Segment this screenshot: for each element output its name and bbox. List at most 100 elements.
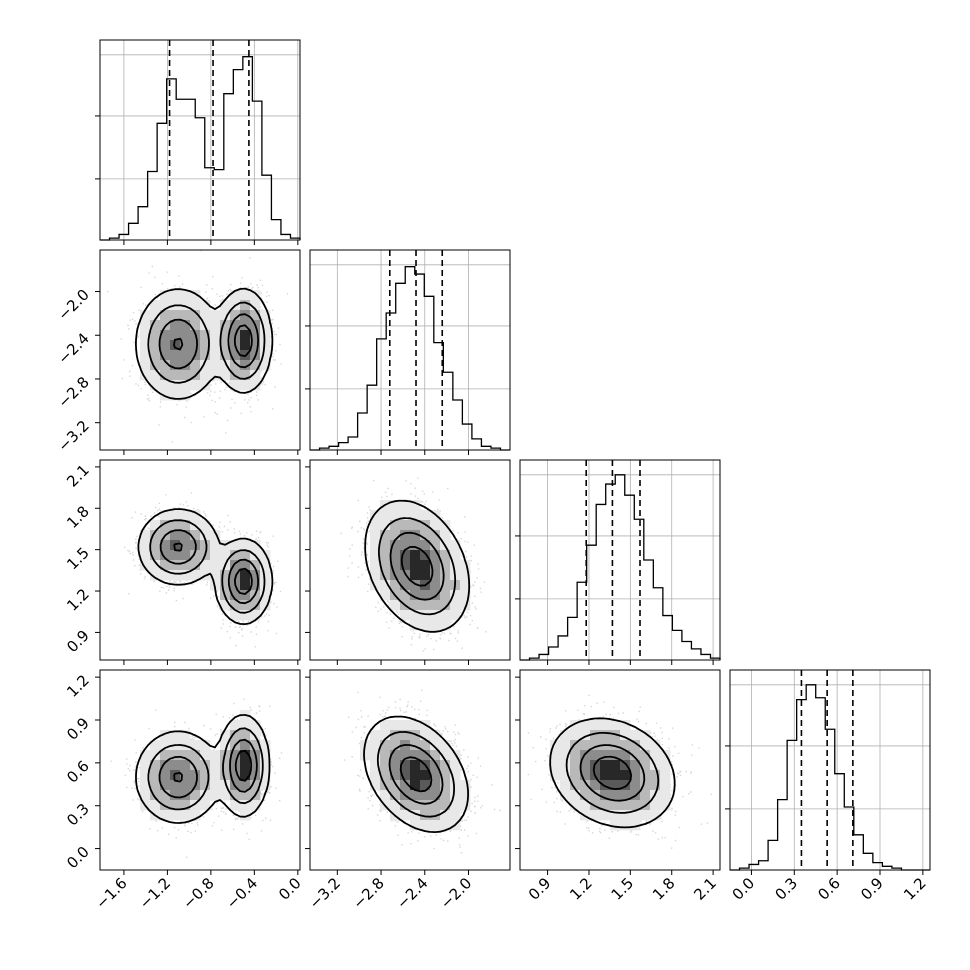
density-cell: [430, 600, 441, 611]
density-cell: [610, 750, 621, 761]
density-cell: [170, 550, 181, 561]
x-tick-label: 0.0: [729, 874, 759, 904]
density-cell: [390, 520, 401, 531]
density-cell: [400, 800, 411, 811]
density-cell: [200, 790, 211, 801]
density-cell: [440, 590, 451, 601]
density-cell: [610, 820, 621, 831]
density-cell: [440, 810, 451, 821]
density-cell: [250, 300, 261, 311]
density-cell: [420, 740, 431, 751]
density-cell: [570, 760, 581, 771]
density-cell: [420, 750, 431, 761]
contour-level-4: [173, 749, 253, 783]
density-cell: [200, 530, 211, 541]
density-cell: [560, 750, 571, 761]
hist-panel-1: [95, 39, 301, 245]
density-cell: [430, 750, 441, 761]
density-cell: [420, 570, 431, 581]
density-cell: [590, 720, 601, 731]
density-cell: [400, 720, 411, 731]
density-cell: [560, 780, 571, 791]
density-cell: [420, 560, 431, 571]
density-cell: [230, 800, 241, 811]
density-cell: [560, 770, 571, 781]
density-cell: [210, 340, 221, 351]
density-cell: [410, 580, 421, 591]
density-cell: [620, 780, 631, 791]
density-cell: [600, 810, 611, 821]
density-cell: [390, 790, 401, 801]
density-cell: [150, 300, 161, 311]
density-cell: [570, 780, 581, 791]
density-cell: [420, 620, 431, 631]
density-cell: [570, 800, 581, 811]
density-cell: [200, 300, 211, 311]
density-cell: [440, 820, 451, 831]
scatter-panel-3-2: [305, 459, 511, 665]
density-cell: [620, 720, 631, 731]
contour-level-2: [149, 519, 266, 614]
density-cell: [150, 340, 161, 351]
density-cell: [200, 370, 211, 381]
density-cell: [220, 310, 231, 321]
density-cell: [250, 570, 261, 581]
density-cell: [450, 770, 461, 781]
density-cell: [180, 300, 191, 311]
density-cell: [370, 530, 381, 541]
density-cell: [560, 760, 571, 771]
contour-level-1: [137, 508, 274, 625]
density-cell: [240, 800, 251, 811]
density-cell: [240, 340, 251, 351]
density-cell: [390, 730, 401, 741]
density-cell: [160, 300, 171, 311]
density-cell: [370, 780, 381, 791]
density-cell: [440, 580, 451, 591]
density-cell: [610, 730, 621, 741]
density-cell: [380, 590, 391, 601]
density-cell: [440, 620, 451, 631]
density-cell: [560, 740, 571, 751]
density-cell: [250, 310, 261, 321]
density-cell: [580, 780, 591, 791]
contour-level-3: [158, 738, 258, 799]
contour-level-4: [173, 324, 253, 357]
density-cell: [180, 390, 191, 401]
density-cell: [400, 530, 411, 541]
density-cell: [390, 720, 401, 731]
density-cell: [380, 540, 391, 551]
density-cell: [160, 560, 171, 571]
density-cell: [190, 320, 201, 331]
contour-level-4: [592, 755, 632, 790]
density-cell: [440, 530, 451, 541]
density-cell: [660, 780, 671, 791]
x-tick-label: −0.4: [223, 874, 261, 912]
panel-content: [527, 694, 712, 849]
density-cell: [190, 760, 201, 771]
density-cell: [180, 350, 191, 361]
density-cell: [610, 780, 621, 791]
density-cell: [250, 560, 261, 571]
density-cell: [160, 390, 171, 401]
density-cell: [170, 790, 181, 801]
density-cell: [150, 550, 161, 561]
density-cell: [420, 590, 431, 601]
density-cell: [160, 750, 171, 761]
density-cell: [220, 320, 231, 331]
density-cell: [630, 750, 641, 761]
density-cell: [200, 360, 211, 371]
density-cell: [170, 290, 181, 301]
density-cell: [650, 770, 661, 781]
density-cell: [260, 590, 271, 601]
density-cell: [240, 720, 251, 731]
scatter-panel-4-2: [305, 669, 511, 875]
density-cell: [450, 560, 461, 571]
density-cell: [190, 560, 201, 571]
density-cell: [660, 800, 671, 811]
density-cell: [370, 540, 381, 551]
density-cell: [600, 770, 611, 781]
density-cell: [240, 380, 251, 391]
density-cell: [140, 360, 151, 371]
density-cell: [250, 290, 261, 301]
density-cell: [170, 760, 181, 771]
